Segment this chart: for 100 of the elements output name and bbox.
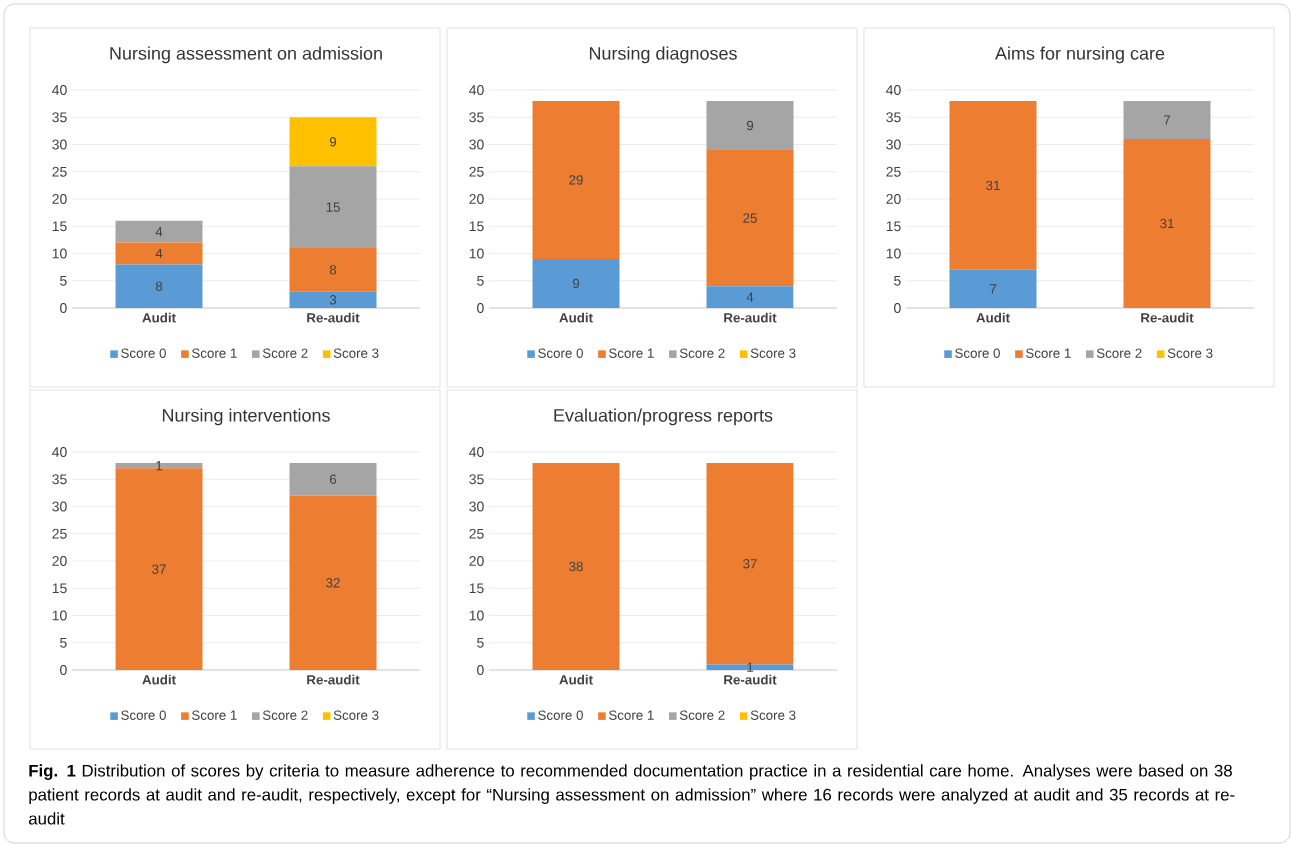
y-tick-label: 25	[469, 166, 484, 177]
legend-label: Score 1	[192, 710, 237, 720]
x-tick-label: Re-audit	[307, 312, 360, 323]
bar	[289, 248, 377, 292]
legend-label: Score 0	[121, 710, 166, 720]
y-tick-label: 35	[52, 112, 67, 123]
y-tick-label: 5	[477, 637, 484, 648]
y-tick-label: 0	[477, 665, 484, 675]
data-label: 31	[1160, 218, 1174, 229]
y-tick-label: 15	[52, 583, 67, 594]
bar	[949, 100, 1037, 270]
y-tick-label: 30	[52, 139, 67, 150]
data-label: 37	[152, 564, 166, 574]
data-label: 6	[329, 474, 337, 484]
legend-label: Score 0	[538, 710, 583, 720]
data-label: 9	[746, 120, 754, 131]
data-label: 3	[329, 295, 337, 305]
legend-label: Score 2	[262, 710, 308, 720]
y-tick-label: 20	[886, 194, 901, 204]
y-tick-label: 40	[52, 447, 67, 457]
x-tick-label: Audit	[976, 312, 1010, 323]
y-tick-label: 5	[60, 275, 67, 286]
data-label: 32	[326, 578, 340, 588]
legend-label: Score 3	[750, 348, 796, 358]
data-label: 31	[986, 180, 1000, 191]
y-tick-label: 35	[469, 474, 484, 485]
legend-label: Score 2	[679, 710, 725, 720]
y-tick-label: 0	[60, 303, 67, 313]
y-tick-label: 35	[52, 474, 67, 485]
y-tick-label: 15	[52, 221, 67, 232]
bar	[532, 258, 620, 308]
y-tick-label: 10	[52, 610, 67, 621]
legend-label: Score 0	[121, 348, 166, 358]
legend-label: Score 1	[192, 348, 237, 358]
bar	[1123, 139, 1211, 308]
legend-label: Score 2	[262, 348, 308, 358]
y-tick-label: 0	[894, 303, 901, 313]
data-label: 15	[326, 202, 340, 212]
y-tick-label: 25	[469, 528, 484, 539]
x-tick-label: Re-audit	[1141, 312, 1194, 323]
bar	[706, 149, 794, 287]
bar	[706, 286, 794, 308]
chart-title: Aims for nursing care	[995, 46, 1165, 64]
y-tick-label: 30	[469, 139, 484, 150]
bar	[115, 264, 203, 308]
data-label: 37	[743, 559, 757, 569]
data-label: 4	[155, 248, 163, 259]
x-tick-label: Audit	[142, 674, 176, 685]
y-tick-label: 35	[469, 112, 484, 123]
bar	[532, 100, 620, 259]
legend-label: Score 1	[1025, 348, 1071, 358]
bar	[289, 166, 377, 249]
y-tick-label: 20	[52, 556, 67, 566]
data-label: 29	[569, 175, 583, 185]
legend-label: Score 3	[1167, 348, 1213, 358]
data-label: 38	[569, 561, 583, 572]
data-label: 8	[155, 281, 163, 291]
y-tick-label: 20	[469, 556, 484, 566]
y-tick-label: 5	[894, 275, 901, 286]
x-tick-label: Re-audit	[307, 674, 360, 685]
y-tick-label: 5	[477, 275, 484, 286]
legend-label: Score 0	[538, 348, 583, 358]
data-label: 4	[746, 292, 754, 302]
y-tick-label: 40	[469, 447, 484, 457]
data-label: 9	[572, 278, 580, 289]
data-label: 25	[743, 213, 757, 223]
bar	[289, 117, 377, 167]
y-tick-label: 15	[886, 221, 901, 232]
chart-title: Nursing assessment on admission	[110, 46, 382, 64]
y-tick-label: 10	[886, 248, 901, 259]
y-tick-label: 25	[52, 166, 67, 177]
y-tick-label: 25	[52, 528, 67, 539]
bar	[289, 462, 377, 496]
bar	[115, 462, 203, 469]
legend-label: Score 1	[608, 348, 654, 358]
y-tick-label: 35	[886, 112, 901, 123]
chart-title: Nursing interventions	[162, 408, 330, 426]
data-label: 9	[329, 137, 337, 147]
y-tick-label: 5	[60, 637, 67, 648]
legend-label: Score 2	[679, 348, 725, 358]
x-tick-label: Re-audit	[724, 674, 777, 685]
legend-label: Score 0	[955, 348, 1000, 358]
y-tick-label: 20	[52, 194, 67, 204]
legend-label: Score 3	[333, 710, 379, 720]
data-label: 4	[155, 227, 163, 237]
y-tick-label: 10	[52, 248, 67, 259]
bar	[706, 100, 794, 150]
y-tick-label: 15	[469, 583, 484, 594]
legend-label: Score 1	[608, 710, 654, 720]
y-tick-label: 0	[477, 303, 484, 313]
data-label: 7	[1163, 115, 1171, 125]
y-tick-label: 10	[469, 610, 484, 621]
y-tick-label: 10	[469, 248, 484, 259]
bar	[115, 220, 203, 243]
bar	[1123, 100, 1211, 140]
bar	[115, 242, 203, 265]
chart-title: Evaluation/progress reports	[554, 408, 773, 426]
y-tick-label: 40	[886, 85, 901, 95]
y-tick-label: 40	[52, 85, 67, 95]
y-tick-label: 30	[469, 501, 484, 512]
